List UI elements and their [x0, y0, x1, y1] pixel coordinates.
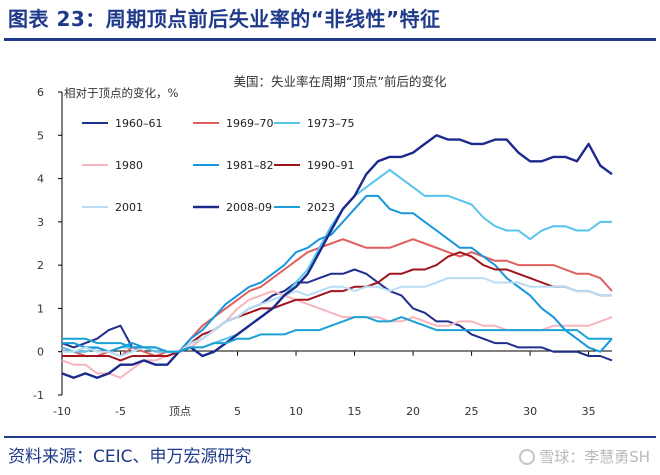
y-tick-label: 2	[37, 259, 44, 272]
y-axis-label: 相对于顶点的变化，%	[64, 86, 178, 100]
header-divider	[4, 38, 656, 41]
x-tick-label: -5	[115, 405, 126, 418]
legend-label: 2008-09	[226, 201, 272, 214]
legend-label: 1990–91	[307, 159, 355, 172]
x-tick-label: 5	[234, 405, 241, 418]
y-tick-label: 6	[37, 86, 44, 99]
x-tick-label: 15	[348, 405, 362, 418]
y-tick-label: 1	[37, 302, 44, 315]
legend-label: 1969–70	[226, 117, 274, 130]
figure-title: 图表 23：周期顶点前后失业率的“非线性”特征	[8, 7, 441, 31]
series-line-1980	[61, 290, 613, 379]
series-line-1990–91	[62, 251, 612, 362]
legend-label: 2023	[307, 201, 335, 214]
report-header: 图表 23：周期顶点前后失业率的“非线性”特征	[0, 0, 660, 44]
y-tick-label: 5	[37, 129, 44, 142]
x-tick-label: -10	[53, 405, 71, 418]
peak-label: 顶点	[169, 405, 191, 418]
y-tick-label: -1	[33, 389, 44, 402]
legend-label: 1981–82	[226, 159, 274, 172]
x-tick-label: 10	[289, 405, 303, 418]
source-note: 资料来源：CEIC、申万宏源研究	[8, 447, 252, 467]
y-tick-label: 0	[37, 346, 44, 359]
legend-label: 2001	[115, 201, 143, 214]
x-tick-label: 25	[465, 405, 479, 418]
watermark-text: 雪球：李慧勇SH	[539, 448, 650, 466]
chart-title: 美国：失业率在周期“顶点”前后的变化	[234, 74, 447, 89]
legend-label: 1960–61	[115, 117, 163, 130]
chart-legend: 1960–61 1969–70 1973–75 1980 1981–82 1990–91 2…	[82, 117, 355, 214]
legend-label: 1980	[115, 159, 143, 172]
series-line-2001	[62, 277, 612, 357]
y-tick-label: 3	[37, 216, 44, 229]
watermark: 雪球：李慧勇SH	[519, 446, 650, 467]
x-tick-label: 20	[406, 405, 420, 418]
series-line-2023	[62, 316, 612, 353]
footer-divider	[4, 436, 656, 438]
y-tick-label: 4	[37, 173, 44, 186]
series-line-2008-09	[61, 134, 613, 379]
x-tick-label: 35	[582, 405, 596, 418]
series-lines	[61, 134, 613, 379]
legend-label: 1973–75	[307, 117, 355, 130]
snowball-logo-icon	[519, 449, 536, 465]
x-tick-label: 30	[523, 405, 537, 418]
chart-axes	[61, 92, 612, 395]
series-line-1969–70	[61, 238, 613, 357]
